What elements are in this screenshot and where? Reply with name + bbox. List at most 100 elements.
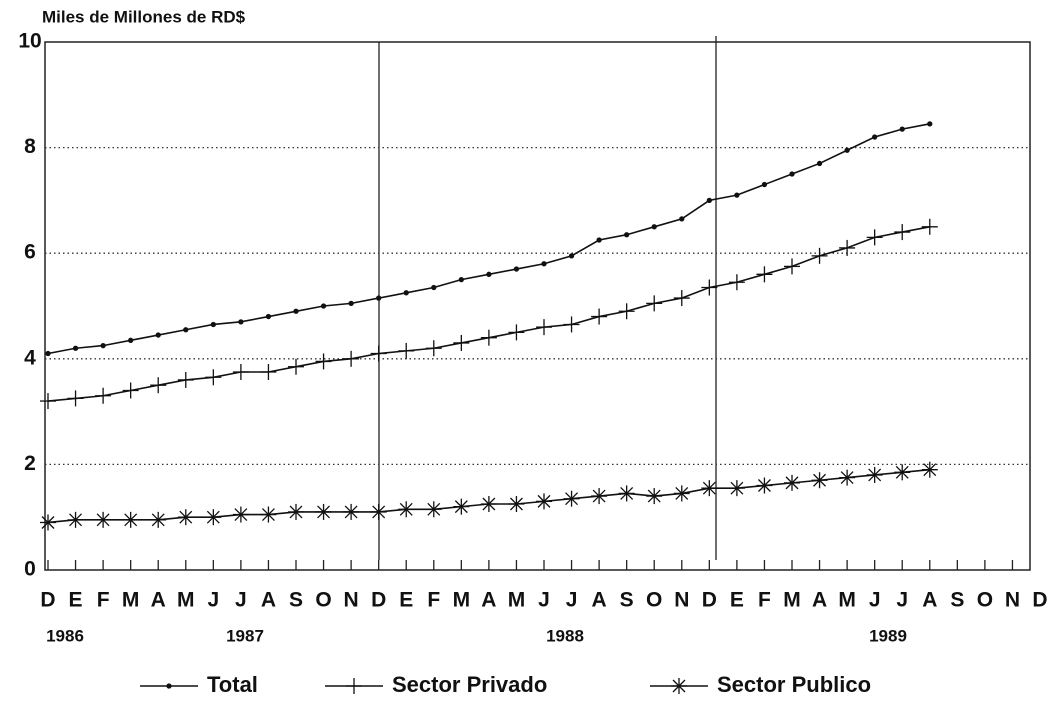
marker [816,160,823,167]
marker [508,496,525,512]
marker [403,290,409,296]
marker [288,358,304,375]
marker [260,506,277,523]
marker [673,485,690,502]
x-tick-label: D [1032,589,1047,612]
stroke [757,479,771,492]
dot [238,319,244,325]
x-tick-label: M [177,589,195,612]
dot [789,171,795,177]
stroke [868,468,882,482]
dot [265,313,272,320]
legend-label: Sector Privado [392,672,547,697]
dot [458,276,464,283]
x-tick-label: O [315,589,331,612]
stroke [289,505,303,519]
x-tick-label: J [566,589,578,612]
dot [734,192,740,198]
stroke [730,481,744,495]
marker [370,345,387,362]
marker [618,303,635,320]
marker [872,134,878,140]
marker [205,509,222,526]
x-tick-label: N [344,589,359,612]
marker [728,274,745,291]
marker [541,261,547,267]
stroke [840,471,854,485]
stroke [895,465,909,479]
x-tick-label: E [399,589,413,612]
marker [789,171,795,177]
x-tick-label: A [592,589,607,612]
marker [265,313,272,320]
marker [671,678,687,694]
dot [541,261,547,267]
stroke [69,513,83,527]
dot [155,332,161,338]
marker [646,488,663,505]
marker [784,474,800,491]
dot [844,147,850,153]
stroke [454,500,468,514]
marker [480,329,497,346]
stroke [537,494,551,508]
legend-label: Total [207,672,258,697]
dot [100,342,106,349]
marker [624,232,630,238]
dot [72,345,79,351]
x-tick-label: A [922,589,937,612]
stroke [344,505,358,519]
marker [563,316,580,333]
y-tick-label: 2 [24,452,36,475]
marker [921,218,938,235]
x-tick-label: F [427,589,440,612]
dot [624,232,630,238]
dot [403,290,409,296]
dot [816,160,823,167]
stroke [317,505,331,519]
dot [376,295,382,301]
stroke [675,486,689,500]
stroke [620,486,634,500]
y-tick-label: 8 [24,135,36,158]
stroke [96,513,110,527]
marker [45,350,51,357]
x-tick-label: O [646,589,662,612]
x-tick-label: S [620,589,634,612]
marker [315,353,332,370]
marker [839,469,856,486]
marker [40,393,56,410]
stroke [647,489,661,503]
marker [756,477,773,494]
marker [425,340,442,357]
x-tick-label: O [977,589,993,612]
marker [150,511,167,528]
marker [508,324,525,341]
x-tick-label: E [730,589,744,612]
marker [811,472,828,489]
marker [596,237,602,243]
stroke [372,505,386,519]
marker [536,493,552,510]
marker [706,197,712,204]
marker [480,496,497,512]
y-tick-label: 10 [18,30,41,53]
marker [646,295,663,312]
dot [320,303,327,309]
stroke [261,508,275,522]
stroke [41,516,55,529]
marker [701,480,718,497]
dot [927,121,933,127]
marker [453,498,470,515]
x-tick-label: J [235,589,247,612]
x-tick-label: D [371,589,386,612]
y-tick-label: 6 [24,241,36,264]
marker [844,147,850,153]
stroke [509,497,523,511]
x-tick-label: D [40,589,55,612]
year-label: 1986 [46,626,84,645]
x-tick-label: J [207,589,219,612]
marker [673,290,690,307]
marker [784,258,800,275]
